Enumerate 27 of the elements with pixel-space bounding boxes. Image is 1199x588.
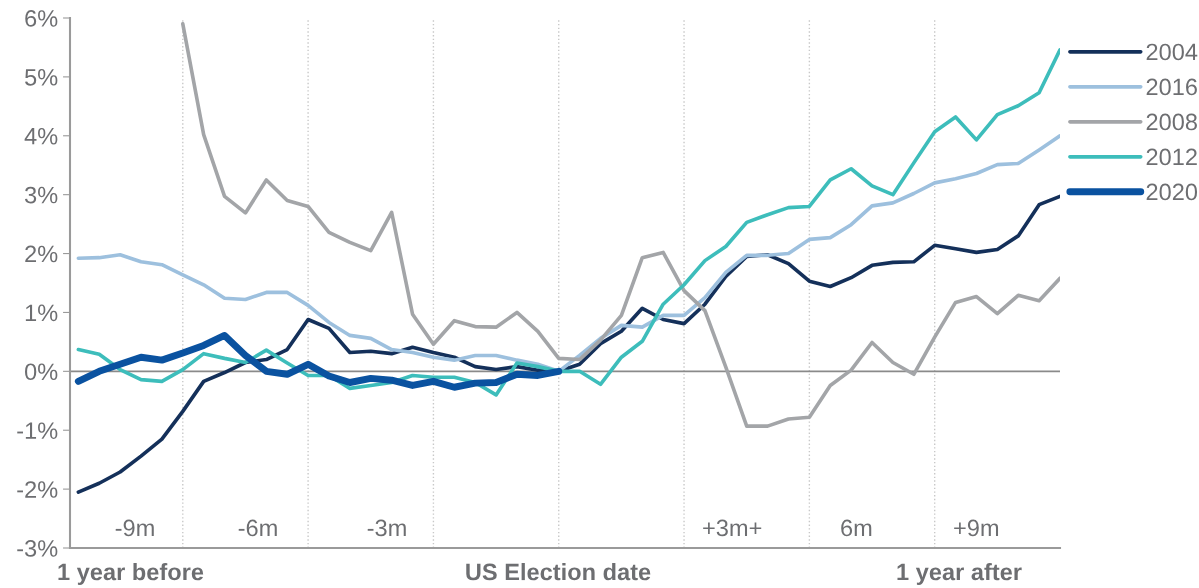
legend-label: 2016 <box>1146 78 1197 96</box>
legend-label: 2008 <box>1146 113 1197 131</box>
line-series <box>76 194 1060 494</box>
y-tick-label: 1% <box>25 304 58 322</box>
annotation: +9m <box>954 519 999 537</box>
y-tick-label: 3% <box>24 186 58 204</box>
annotation: -6m <box>238 519 277 537</box>
legend-label: 2012 <box>1146 148 1197 166</box>
text: 1 year before <box>58 562 204 586</box>
line-series <box>76 47 1060 397</box>
y-tick-label: 2% <box>25 245 58 263</box>
y-tick-label: 4% <box>24 127 58 145</box>
text: US Election date <box>466 562 651 581</box>
line-series <box>180 22 1060 428</box>
y-tick-label: 5% <box>25 69 58 86</box>
text: 1 year after <box>897 562 1022 586</box>
y-tick-label: -2% <box>17 481 58 498</box>
y-tick-label: 0% <box>24 363 58 381</box>
annotation: -9m <box>115 519 154 537</box>
annotation: -3m <box>367 519 406 537</box>
legend-label: 2004 <box>1146 43 1198 61</box>
annotation: 6m <box>841 519 872 537</box>
y-tick-label: -1% <box>17 422 58 439</box>
legend-label: 2020 <box>1146 183 1198 201</box>
y-tick-label: -3% <box>17 540 58 557</box>
y-tick-label: 6% <box>25 10 58 27</box>
annotation: +3m+ <box>703 519 762 537</box>
